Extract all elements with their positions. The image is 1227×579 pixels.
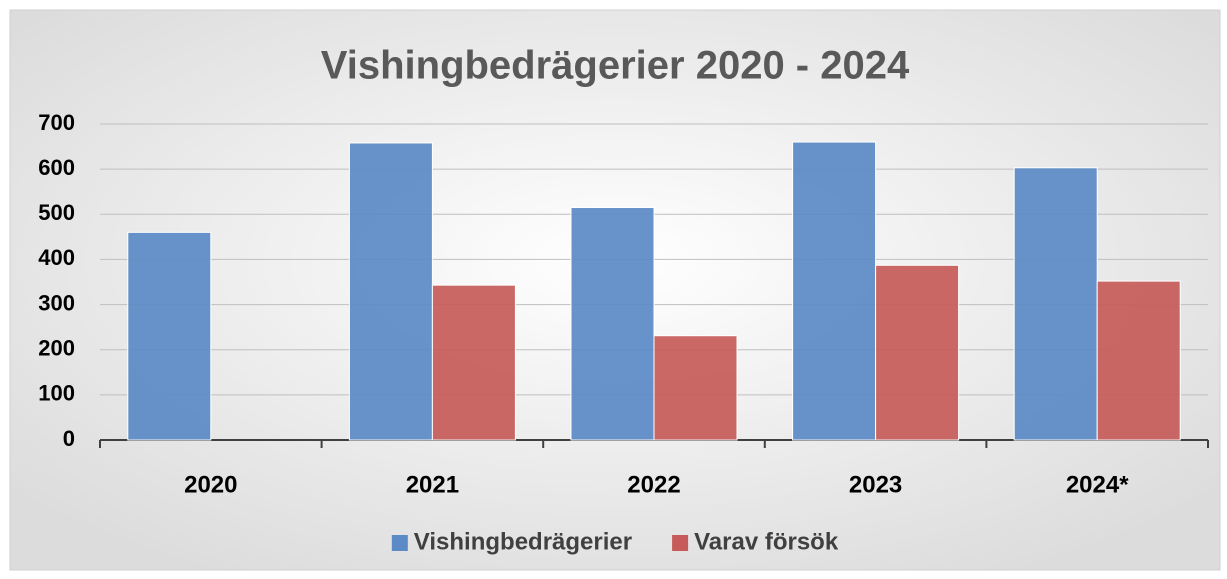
y-tick-label: 100 <box>38 381 75 406</box>
y-tick-label: 200 <box>38 336 75 361</box>
y-tick-label: 400 <box>38 245 75 270</box>
legend-swatch <box>672 535 689 551</box>
x-tick-label: 2020 <box>184 471 237 498</box>
y-tick-label: 500 <box>38 200 75 225</box>
bar <box>875 264 960 441</box>
y-tick-label: 700 <box>38 110 75 135</box>
x-tick-label: 2023 <box>849 471 902 498</box>
bar <box>1013 167 1098 441</box>
y-tick-label: 300 <box>38 290 75 315</box>
bar <box>1096 280 1181 441</box>
bar <box>653 335 738 441</box>
chart-title: Vishingbedrägerier 2020 - 2024 <box>321 44 910 88</box>
bar <box>348 142 433 441</box>
bar <box>792 141 877 441</box>
legend-label: Varav försök <box>694 528 839 555</box>
legend-label: Vishingbedrägerier <box>414 528 632 555</box>
x-tick-label: 2022 <box>627 471 680 498</box>
y-tick-label: 600 <box>38 155 75 180</box>
y-tick-label: 0 <box>63 426 75 451</box>
x-tick-label: 2024* <box>1066 471 1129 498</box>
legend-swatch <box>391 535 408 551</box>
bar <box>431 284 516 441</box>
x-tick-label: 2021 <box>406 471 459 498</box>
bar <box>127 231 212 441</box>
bar <box>570 207 655 441</box>
